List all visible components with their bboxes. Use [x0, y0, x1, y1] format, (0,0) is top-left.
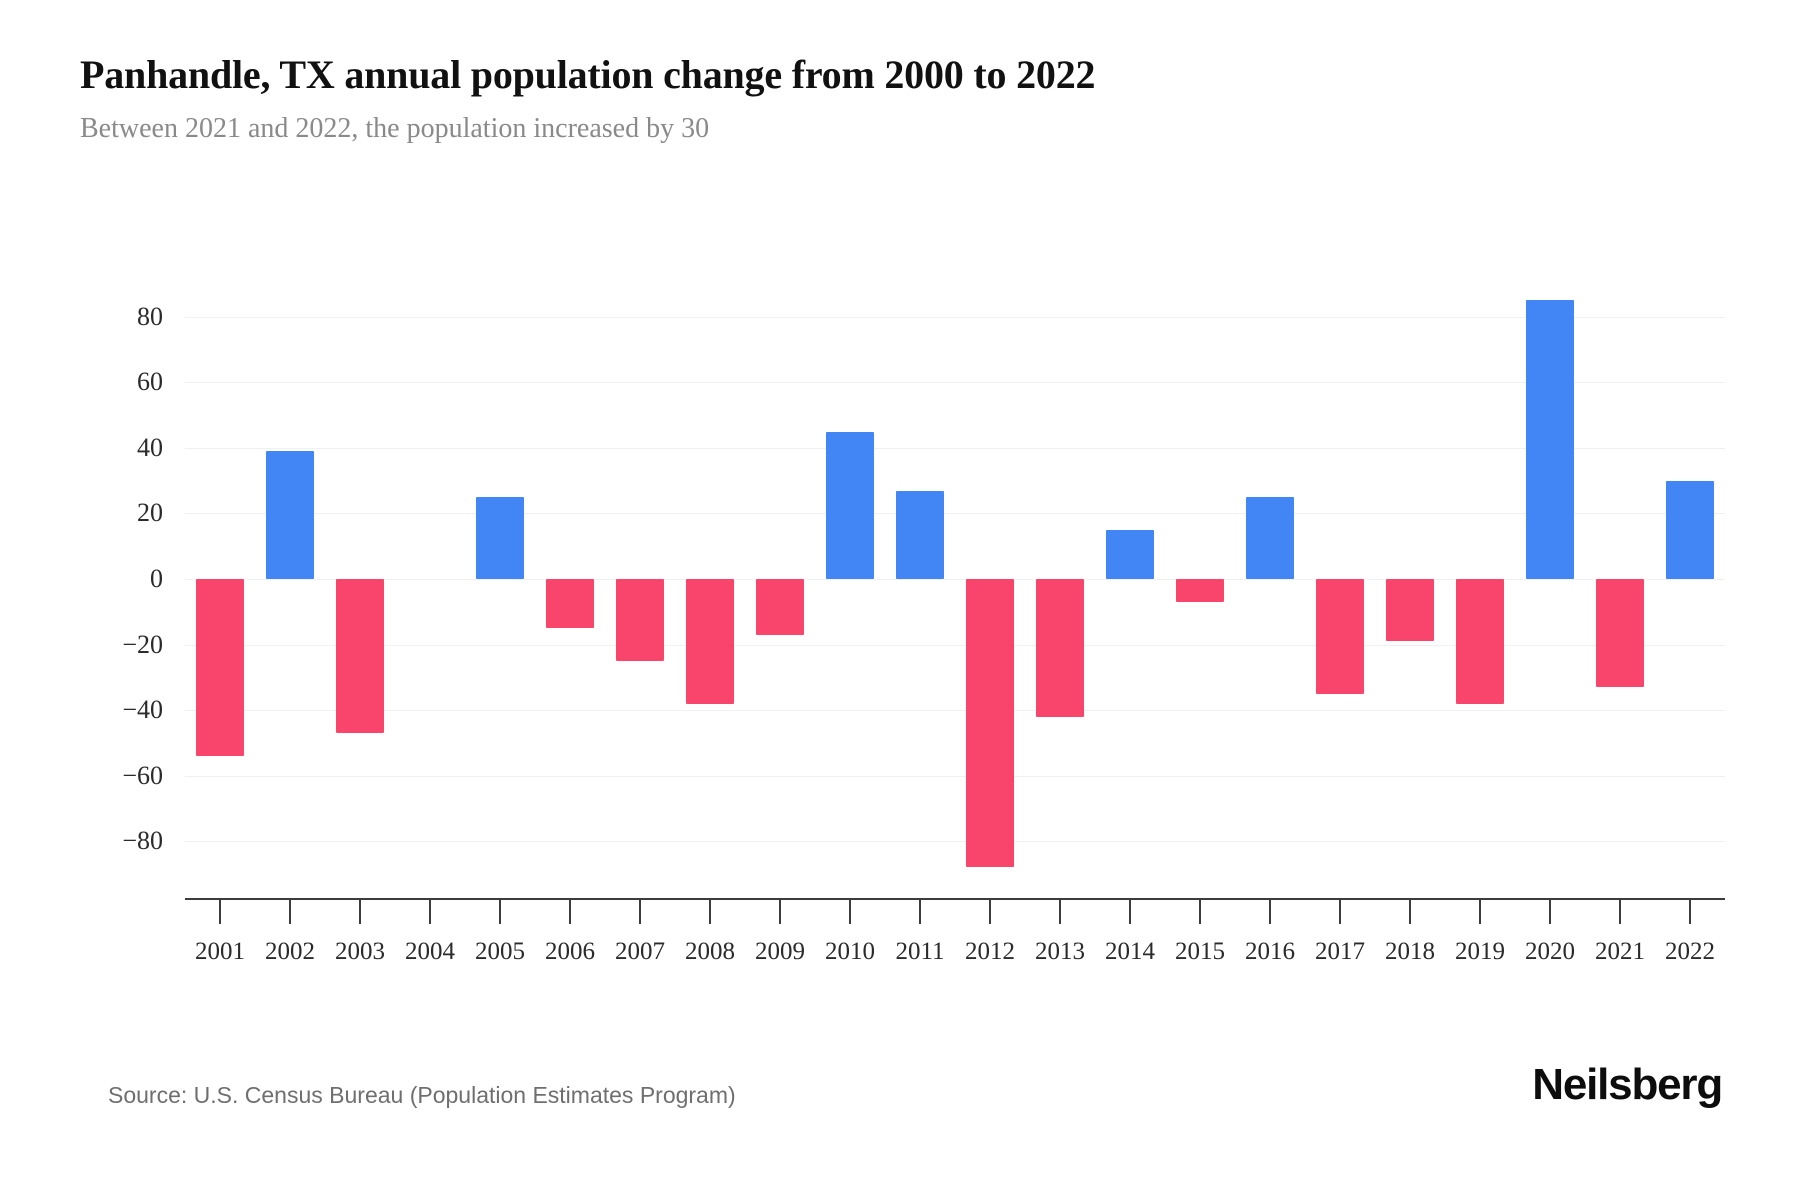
bar-2016[interactable] [1246, 497, 1294, 579]
bar-2013[interactable] [1036, 579, 1084, 717]
y-axis-tick-label: −80 [122, 826, 163, 856]
x-axis-tick-label-2017: 2017 [1315, 938, 1365, 965]
y-axis-tick-label: 20 [137, 498, 163, 528]
gridlines-and-yaxis: 80 60 40 20 0 −20 −40 −60 −80 [122, 250, 1725, 855]
gridline [185, 579, 1725, 580]
x-axis-tick-label-2018: 2018 [1385, 938, 1435, 965]
x-axis-tick-label-2016: 2016 [1245, 938, 1295, 965]
bar-2018[interactable] [1386, 579, 1434, 642]
x-axis-tick [219, 898, 221, 924]
bar-2011[interactable] [896, 490, 944, 579]
y-axis-tick-label: 40 [137, 432, 163, 462]
x-axis-tick [429, 898, 431, 924]
x-axis-tick-label-2004: 2004 [405, 938, 455, 965]
x-axis-tick-label-2008: 2008 [685, 938, 735, 965]
x-axis-tick-label-2012: 2012 [965, 938, 1015, 965]
x-axis-tick [1269, 898, 1271, 924]
brand-logo: Neilsberg [1532, 1060, 1723, 1109]
source-note: Source: U.S. Census Bureau (Population E… [108, 1082, 736, 1108]
chart-header: Panhandle, TX annual population change f… [80, 52, 1720, 146]
x-axis-tick-label-2011: 2011 [895, 938, 945, 965]
x-axis-tick [1199, 898, 1201, 924]
x-axis-tick-label-2005: 2005 [475, 938, 525, 965]
bar-2002[interactable] [266, 451, 314, 579]
gridline [185, 513, 1725, 515]
x-axis-tick-label-2019: 2019 [1455, 938, 1505, 965]
bar-2022[interactable] [1666, 480, 1714, 579]
bar-2015[interactable] [1176, 579, 1224, 602]
x-axis-tick [499, 898, 501, 924]
x-axis-tick [639, 898, 641, 924]
bar-2008[interactable] [686, 579, 734, 704]
page-title: Panhandle, TX annual population change f… [80, 52, 1096, 97]
x-axis-tick [289, 898, 291, 924]
gridline [185, 316, 1725, 318]
y-axis-tick-label: −40 [122, 695, 163, 725]
bar-2019[interactable] [1456, 579, 1504, 704]
x-axis-tick-label-2014: 2014 [1105, 938, 1155, 965]
y-axis-tick-label: 60 [137, 367, 163, 397]
bars-group [185, 250, 1725, 868]
x-axis-tick-label-2007: 2007 [615, 938, 665, 965]
gridline [185, 775, 1725, 777]
x-axis-tick [779, 898, 781, 924]
x-axis-tick [569, 898, 571, 924]
bar-2006[interactable] [546, 579, 594, 629]
gridline [185, 841, 1725, 843]
x-axis-tick-label-2002: 2002 [265, 938, 315, 965]
gridline [185, 710, 1725, 712]
gridline [185, 447, 1725, 449]
x-axis-tick [1339, 898, 1341, 924]
gridline [185, 644, 1725, 646]
x-axis-tick [359, 898, 361, 924]
bar-2014[interactable] [1106, 529, 1154, 579]
bar-2012[interactable] [966, 579, 1014, 868]
gridline [185, 382, 1725, 384]
x-axis-tick [1479, 898, 1481, 924]
x-axis-tick [1619, 898, 1621, 924]
bar-2021[interactable] [1596, 579, 1644, 688]
bar-2017[interactable] [1316, 579, 1364, 694]
x-axis-tick-label-2003: 2003 [335, 938, 385, 965]
x-axis-tick-label-2021: 2021 [1595, 938, 1645, 965]
x-axis-tick-label-2010: 2010 [825, 938, 875, 965]
chart-subtitle: Between 2021 and 2022, the population in… [80, 113, 710, 144]
bar-2001[interactable] [196, 579, 244, 756]
bar-2009[interactable] [756, 579, 804, 635]
y-axis-tick-label: −20 [122, 629, 163, 659]
x-axis-tick-label-2022: 2022 [1665, 938, 1715, 965]
bar-2010[interactable] [826, 431, 874, 579]
x-axis-tick [919, 898, 921, 924]
y-axis-tick-label: −60 [122, 760, 163, 790]
bar-2020[interactable] [1526, 300, 1574, 579]
x-axis-tick [1129, 898, 1131, 924]
x-axis-tick [709, 898, 711, 924]
x-axis-tick [1059, 898, 1061, 924]
x-axis-tick-label-2013: 2013 [1035, 938, 1085, 965]
x-axis-tick [989, 898, 991, 924]
x-axis-tick-label-2006: 2006 [545, 938, 595, 965]
x-axis-tick-label-2009: 2009 [755, 938, 805, 965]
x-axis-line: 2001 2002 2003 2004 2005 2006 2007 2008 2009 2010… [185, 898, 1725, 965]
bar-2007[interactable] [616, 579, 664, 661]
y-axis-tick-label: 0 [150, 564, 163, 593]
y-axis-tick-label: 80 [137, 301, 163, 331]
x-axis-tick [1409, 898, 1411, 924]
x-axis-tick [1549, 898, 1551, 924]
bar-2005[interactable] [476, 497, 524, 579]
bar-2003[interactable] [336, 579, 384, 734]
x-axis-tick-label-2020: 2020 [1525, 938, 1575, 965]
x-axis-tick [849, 898, 851, 924]
x-axis-tick [1689, 898, 1691, 924]
x-axis-tick-label-2015: 2015 [1175, 938, 1225, 965]
x-axis-tick-label-2001: 2001 [195, 938, 245, 965]
